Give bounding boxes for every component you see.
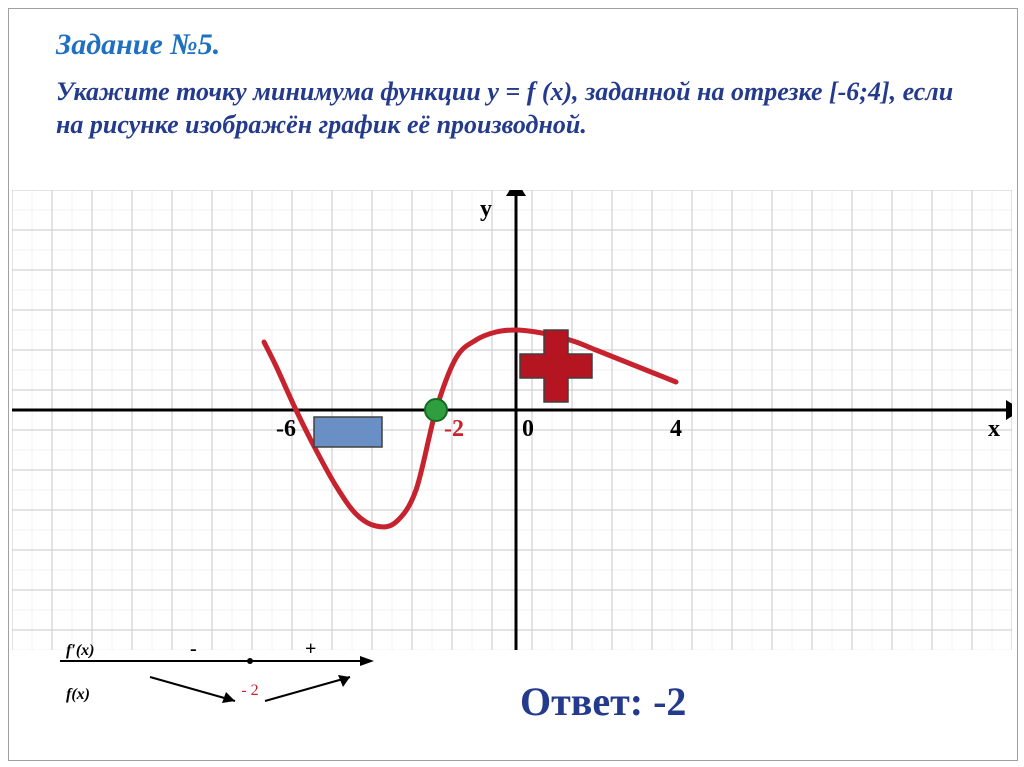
- svg-text:f(x): f(x): [66, 686, 90, 703]
- svg-text:-6: -6: [276, 416, 296, 442]
- y-axis-label: y: [480, 196, 492, 223]
- x-axis-label: x: [988, 416, 1000, 443]
- svg-text:- 2: - 2: [241, 682, 258, 699]
- answer-value: -2: [653, 679, 686, 724]
- svg-text:+: +: [305, 638, 316, 660]
- task-title-text: Задание №5.: [56, 28, 220, 61]
- svg-text:-2: -2: [444, 416, 464, 442]
- svg-text:f′(x): f′(x): [66, 642, 94, 659]
- sign-diagram-svg: f′(x) - + f(x) - 2: [50, 637, 380, 717]
- y-axis-label-text: y: [480, 196, 492, 222]
- task-title: Задание №5.: [56, 28, 220, 62]
- task-subtitle-text: Укажите точку минимума функции y = f (x)…: [56, 77, 953, 139]
- svg-text:0: 0: [522, 416, 534, 442]
- svg-text:-: -: [190, 638, 197, 660]
- answer-block: Ответ: -2: [520, 678, 686, 725]
- chart-svg: -6 -2 0 4: [12, 190, 1012, 650]
- svg-text:4: 4: [670, 416, 682, 442]
- sign-diagram: f′(x) - + f(x) - 2: [50, 637, 380, 717]
- task-subtitle: Укажите точку минимума функции y = f (x)…: [56, 76, 984, 141]
- x-axis-label-text: x: [988, 416, 1000, 442]
- chart-area: -6 -2 0 4: [12, 190, 1012, 650]
- answer-label: Ответ:: [520, 679, 643, 724]
